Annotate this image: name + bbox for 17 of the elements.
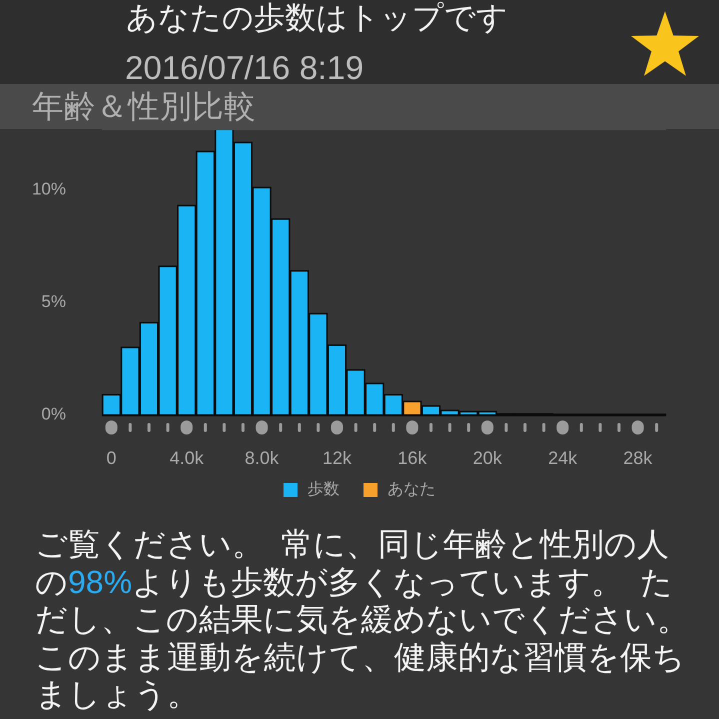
y-tick-label: 0% xyxy=(41,404,66,424)
x-tick-label: 28k xyxy=(623,448,652,468)
x-tick-label: 4.0k xyxy=(170,448,204,468)
x-tick-label: 12k xyxy=(322,448,352,468)
legend-label: あなた xyxy=(388,481,436,498)
title: あなたの歩数はトップです xyxy=(126,0,508,36)
x-tick-label: 8.0k xyxy=(244,448,279,468)
section-heading: 年齢＆性別比較 xyxy=(32,87,256,126)
y-tick-label: 5% xyxy=(41,292,66,311)
y-tick-label: 10% xyxy=(32,179,66,198)
subtitle: 2016/07/16 8:19 xyxy=(125,50,364,86)
x-tick-label: 24k xyxy=(548,448,578,468)
x-tick-label: 0 xyxy=(106,448,116,468)
x-tick-label: 16k xyxy=(398,448,427,468)
legend-label: 歩数 xyxy=(308,481,340,498)
message: ご覧ください。 常に、同じ年齢と性別の人の98%よりも歩数が多くなっています。 ただし、この結果に気を緩めないでください。このまま運動を続けて、健康的な習慣を保ちましょう。 xyxy=(35,526,690,714)
x-tick-label: 20k xyxy=(472,448,502,468)
